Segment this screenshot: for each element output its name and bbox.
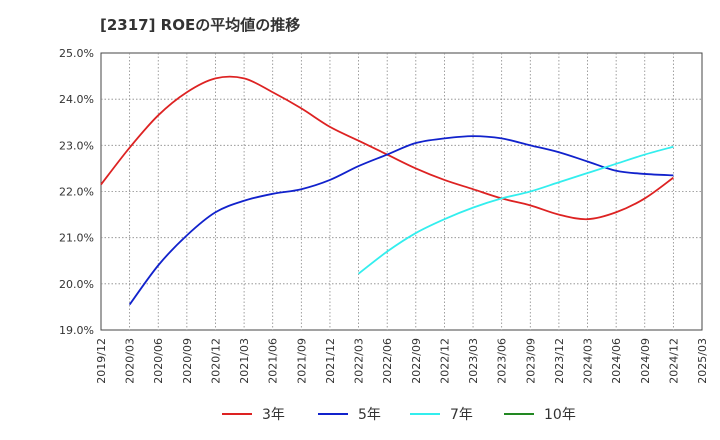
y-tick-label: 24.0% xyxy=(59,93,94,106)
x-tick-label: 2024/12 xyxy=(667,338,680,384)
series-layer xyxy=(100,75,674,306)
legend-layer: 3年 5年 7年 10年 xyxy=(222,407,576,423)
y-tick-label: 25.0% xyxy=(59,47,94,60)
x-tick-label: 2024/03 xyxy=(582,338,595,384)
x-tick-label: 2021/09 xyxy=(295,338,308,384)
x-tick-label: 2025/03 xyxy=(696,338,709,384)
x-tick-label: 2021/12 xyxy=(324,338,337,384)
y-tick-label: 22.0% xyxy=(59,186,94,199)
x-tick-label: 2024/06 xyxy=(610,338,623,384)
x-tick-label: 2020/03 xyxy=(124,338,137,384)
y-tick-label: 20.0% xyxy=(59,278,94,291)
x-tick-label: 2019/12 xyxy=(95,338,108,384)
grid-layer xyxy=(100,52,703,331)
x-tick-label: 2021/03 xyxy=(238,338,251,384)
legend-label-7年: 7年 xyxy=(450,407,473,423)
x-tick-label: 2022/06 xyxy=(381,338,394,384)
plot-frame xyxy=(100,52,703,331)
x-tick-label: 2022/12 xyxy=(438,338,451,384)
x-tick-label: 2023/03 xyxy=(467,338,480,384)
x-tick-label: 2020/12 xyxy=(209,338,222,384)
x-tick-label: 2020/06 xyxy=(152,338,165,384)
x-tick-label: 2023/09 xyxy=(524,338,537,384)
y-tick-label: 23.0% xyxy=(59,139,94,152)
chart-title: [2317] ROEの平均値の推移 xyxy=(100,16,301,34)
series-line-7年 xyxy=(358,145,674,275)
series-line-5年 xyxy=(128,135,674,306)
x-tick-label: 2023/06 xyxy=(496,338,509,384)
x-tick-label: 2020/09 xyxy=(181,338,194,384)
legend-label-3年: 3年 xyxy=(262,407,285,423)
x-tick-label: 2023/12 xyxy=(553,338,566,384)
x-tick-label: 2022/09 xyxy=(410,338,423,384)
y-tick-label: 19.0% xyxy=(59,324,94,337)
x-tick-label: 2024/09 xyxy=(639,338,652,384)
axis-layer: 19.0% 20.0% 21.0% 22.0% 23.0% 24.0% 25.0% 2019/… xyxy=(59,47,709,384)
legend-label-5年: 5年 xyxy=(358,407,381,423)
y-tick-label: 21.0% xyxy=(59,232,94,245)
x-tick-label: 2021/06 xyxy=(267,338,280,384)
legend-label-10年: 10年 xyxy=(544,407,576,423)
x-tick-label: 2022/03 xyxy=(353,338,366,384)
